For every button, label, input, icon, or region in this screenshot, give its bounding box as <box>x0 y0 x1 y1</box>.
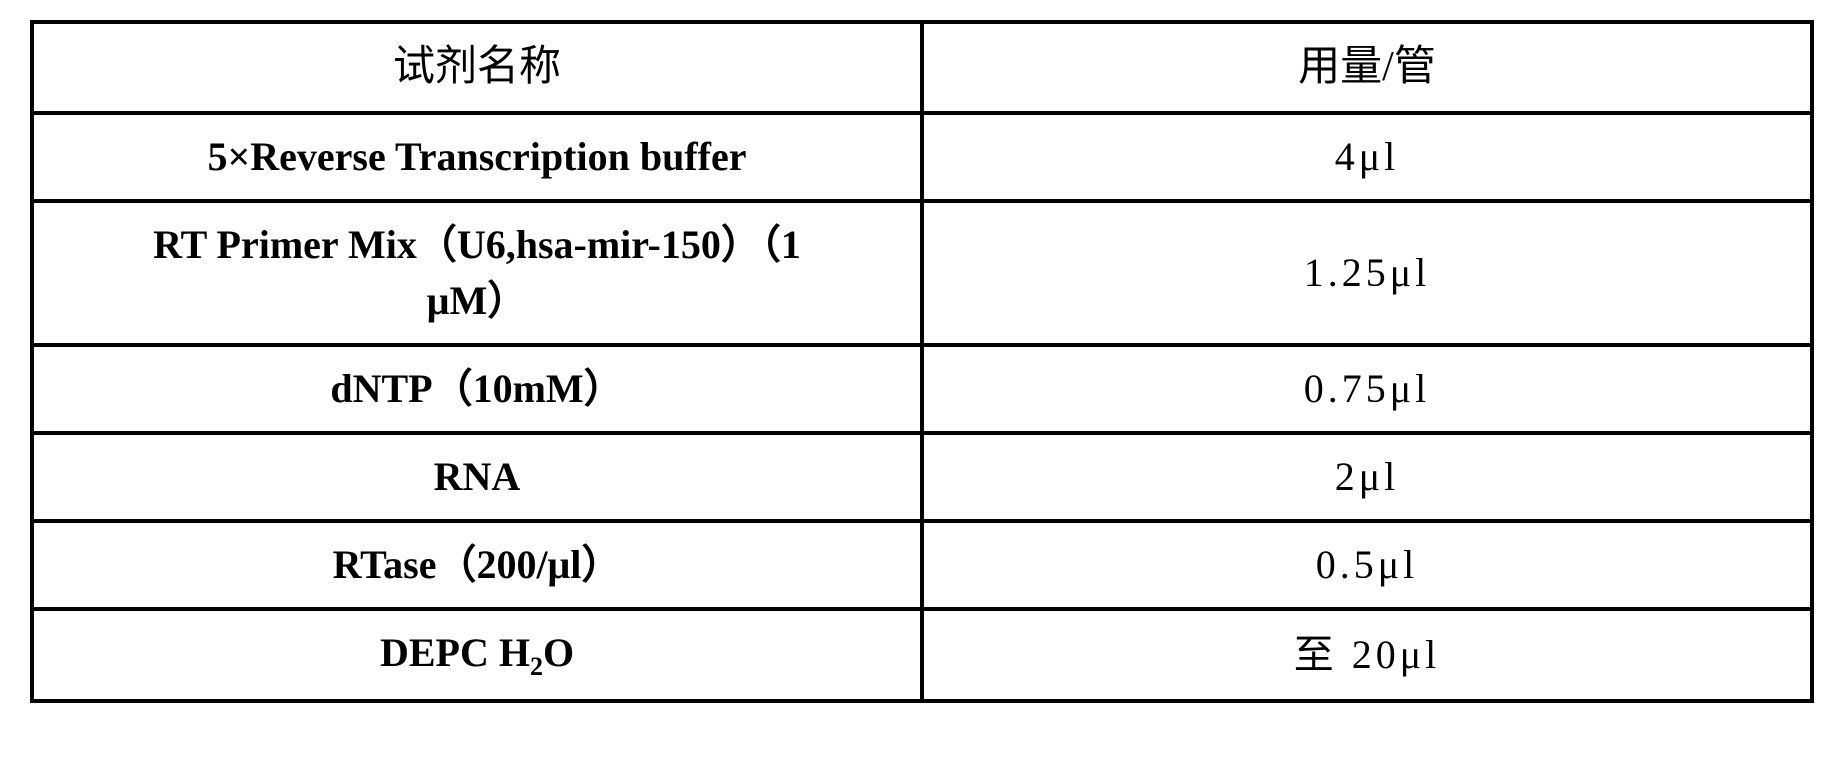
table-row: RNA 2μl <box>32 433 1812 521</box>
cell-reagent: RNA <box>32 433 922 521</box>
cell-reagent: 5×Reverse Transcription buffer <box>32 113 922 201</box>
table-row: 5×Reverse Transcription buffer 4μl <box>32 113 1812 201</box>
cell-amount: 0.5μl <box>922 521 1812 609</box>
cell-amount: 4μl <box>922 113 1812 201</box>
reagent-table: 试剂名称 用量/管 5×Reverse Transcription buffer… <box>30 20 1814 703</box>
cell-amount: 0.75μl <box>922 345 1812 433</box>
cell-amount: 2μl <box>922 433 1812 521</box>
cell-amount: 1.25μl <box>922 201 1812 345</box>
cell-reagent: RTase（200/μl） <box>32 521 922 609</box>
cell-amount: 至 20μl <box>922 609 1812 701</box>
cell-reagent: dNTP（10mM） <box>32 345 922 433</box>
table-row: RTase（200/μl） 0.5μl <box>32 521 1812 609</box>
reagent-table-container: 试剂名称 用量/管 5×Reverse Transcription buffer… <box>0 0 1844 723</box>
cell-reagent: DEPC H2O <box>32 609 922 701</box>
table-header-row: 试剂名称 用量/管 <box>32 22 1812 113</box>
table-row: RT Primer Mix（U6,hsa-mir-150）（1μM） 1.25μ… <box>32 201 1812 345</box>
table-row: dNTP（10mM） 0.75μl <box>32 345 1812 433</box>
col-header-amount: 用量/管 <box>922 22 1812 113</box>
cell-reagent: RT Primer Mix（U6,hsa-mir-150）（1μM） <box>32 201 922 345</box>
table-row: DEPC H2O 至 20μl <box>32 609 1812 701</box>
col-header-reagent: 试剂名称 <box>32 22 922 113</box>
